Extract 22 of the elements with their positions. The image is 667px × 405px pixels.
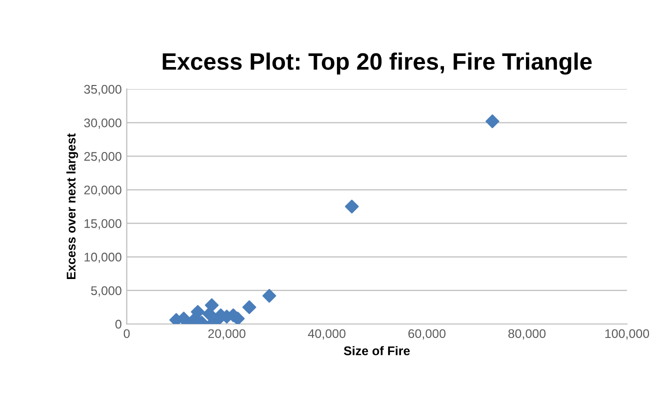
x-axis-title: Size of Fire — [344, 346, 410, 356]
point — [242, 300, 256, 314]
y-tick-label: 35,000 — [84, 84, 122, 96]
point — [262, 288, 276, 303]
point — [344, 200, 359, 214]
y-tick-label: 30,000 — [84, 118, 122, 129]
y-tick-label: 10,000 — [84, 252, 122, 264]
x-tick-label: 80,000 — [508, 329, 546, 340]
point — [202, 307, 216, 321]
y-tick-label: 15,000 — [84, 219, 122, 230]
chart-title: Excess Plot: Top 20 fires, Fire Triangle — [162, 52, 592, 75]
x-tick-label: 40,000 — [308, 329, 346, 340]
y-tick-label: 0 — [115, 320, 122, 329]
y-axis-title: Excess over next largest — [66, 133, 78, 280]
point — [486, 114, 500, 128]
y-tick-label: 5,000 — [91, 286, 122, 297]
x-tick-label: 20,000 — [208, 329, 246, 340]
y-tick-label: 25,000 — [84, 152, 122, 162]
x-tick-label: 100,000 — [605, 329, 650, 340]
x-tick-label: 60,000 — [408, 329, 446, 340]
x-tick-label: 0 — [124, 329, 130, 338]
y-tick-label: 20,000 — [84, 186, 122, 196]
